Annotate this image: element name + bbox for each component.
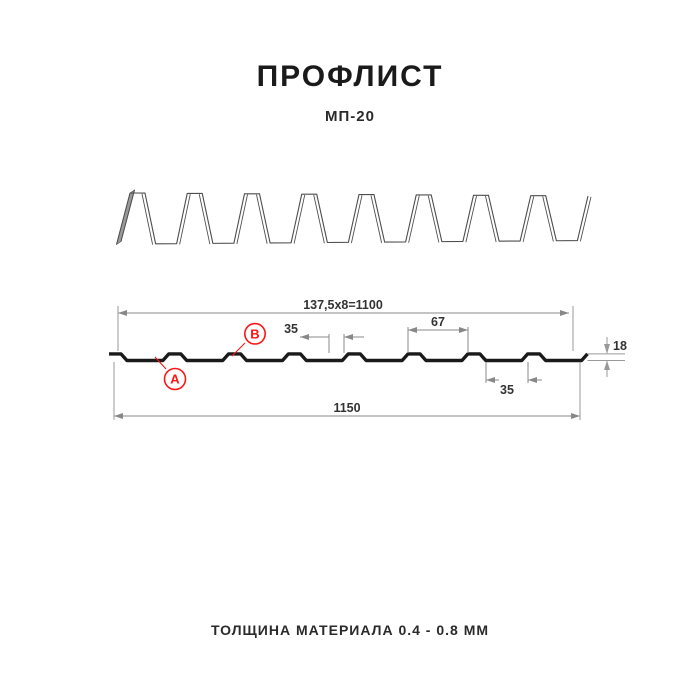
svg-text:35: 35	[500, 383, 514, 397]
svg-text:A: A	[170, 372, 180, 387]
svg-text:67: 67	[431, 315, 445, 329]
svg-text:B: B	[250, 326, 259, 341]
svg-text:18: 18	[613, 339, 627, 353]
svg-text:35: 35	[284, 322, 298, 336]
svg-text:1150: 1150	[333, 401, 360, 415]
svg-text:137,5x8=1100: 137,5x8=1100	[303, 298, 383, 312]
